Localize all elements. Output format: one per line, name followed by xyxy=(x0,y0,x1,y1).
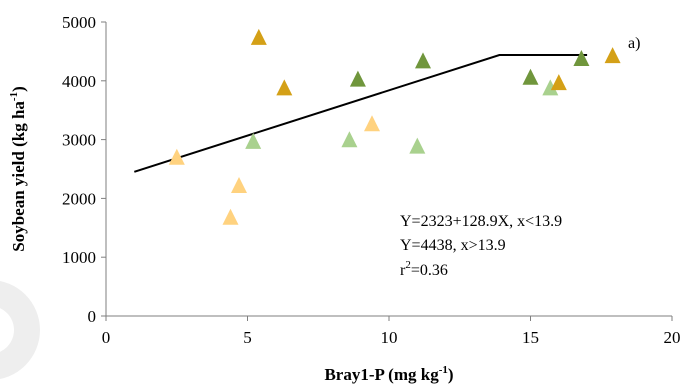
data-point-triangle xyxy=(349,70,366,87)
data-points xyxy=(168,28,621,225)
equation-line-2: Y=4438, x>13.9 xyxy=(400,237,506,254)
data-point-triangle xyxy=(245,132,262,149)
x-axis-label: Bray1-P (mg kg-1) xyxy=(324,364,453,384)
data-point-triangle xyxy=(604,47,621,64)
data-point-triangle xyxy=(573,50,590,66)
data-point-triangle xyxy=(276,79,293,96)
y-tick-label: 1000 xyxy=(62,248,96,267)
equation-line-1: Y=2323+128.9X, x<13.9 xyxy=(400,213,562,230)
regression-line xyxy=(133,54,588,173)
data-point-triangle xyxy=(364,115,380,132)
data-point-triangle xyxy=(231,177,247,193)
data-point-triangle xyxy=(168,148,185,165)
data-point-triangle xyxy=(415,52,431,69)
data-point-triangle xyxy=(341,131,358,148)
data-point-triangle xyxy=(409,137,426,154)
y-tick-label: 5000 xyxy=(62,13,96,32)
x-tick-label: 10 xyxy=(381,328,398,347)
y-axis-label: Soybean yield (kg ha-1) xyxy=(8,86,28,252)
x-tick-label: 0 xyxy=(102,328,111,347)
x-tick-label: 20 xyxy=(664,328,681,347)
data-point-triangle xyxy=(250,28,267,45)
data-point-triangle xyxy=(222,208,239,225)
y-tick-label: 4000 xyxy=(62,72,96,91)
y-tick-label: 3000 xyxy=(62,131,96,150)
panel-label: a) xyxy=(628,35,640,52)
x-axis-ticks: 0 5 10 15 20 xyxy=(102,316,681,347)
y-axis-ticks: 0 1000 2000 3000 4000 5000 xyxy=(62,13,106,326)
background-watermark xyxy=(0,281,40,379)
data-point-triangle xyxy=(522,68,539,85)
r-squared-label: r2=0.36 xyxy=(400,259,448,279)
y-tick-label: 0 xyxy=(88,307,97,326)
data-point-triangle xyxy=(542,79,559,96)
y-tick-label: 2000 xyxy=(62,189,96,208)
x-tick-label: 15 xyxy=(522,328,539,347)
data-point-triangle xyxy=(550,74,567,91)
x-tick-label: 5 xyxy=(243,328,252,347)
